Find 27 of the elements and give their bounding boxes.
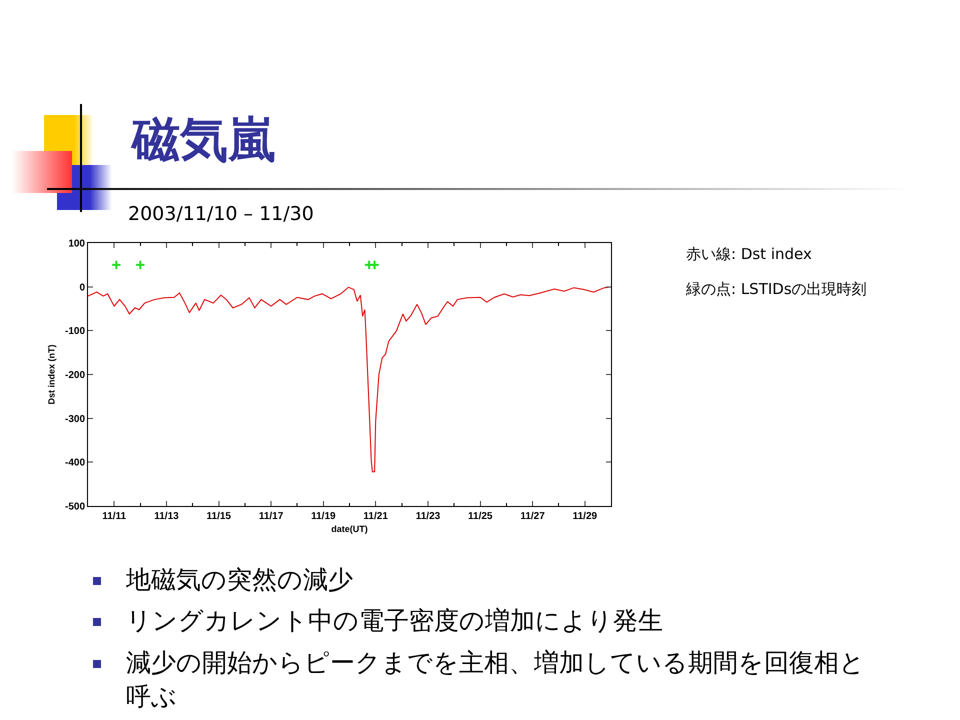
chart-title: 磁気嵐 xyxy=(132,111,276,170)
y-tick-label: -400 xyxy=(64,458,86,469)
y-tick-label: -300 xyxy=(64,414,86,425)
text: 緑の点: LSTIDsの出現時刻 xyxy=(686,280,867,299)
x-tick-label: 11/25 xyxy=(468,511,493,522)
x-tick-label: 11/13 xyxy=(154,511,180,522)
x-tick-label: 11/11 xyxy=(102,511,127,522)
x-axis-title: date(UT) xyxy=(331,524,368,534)
x-tick-label: 11/19 xyxy=(311,511,336,522)
text: 赤い線: Dst index xyxy=(686,245,812,264)
text: 地磁気の突然の減少 xyxy=(126,564,354,596)
y-tick-label: 100 xyxy=(68,238,86,250)
y-tick-label: 0 xyxy=(79,282,86,294)
line-series xyxy=(88,286,611,472)
x-tick-label: 11/15 xyxy=(206,511,232,522)
y-axis-title: Dst index (nT) xyxy=(46,344,56,404)
x-tick-label: 11/21 xyxy=(363,511,388,522)
x-tick-label: 11/23 xyxy=(416,511,441,522)
x-tick-label: 11/27 xyxy=(520,511,546,522)
x-tick-label: 11/29 xyxy=(572,511,598,522)
y-tick-label: -100 xyxy=(64,326,86,338)
chart-subtitle: 2003/11/10 – 11/30 xyxy=(128,203,314,225)
text: 減少の開始からピークまでを主相、増加している期間を回復相と呼ぶ xyxy=(126,647,866,713)
x-tick-label: 11/17 xyxy=(258,511,284,522)
y-tick-label: -200 xyxy=(64,370,86,381)
text: リングカレント中の電子密度の増加により発生 xyxy=(126,605,664,637)
y-tick-label: -500 xyxy=(64,502,86,512)
